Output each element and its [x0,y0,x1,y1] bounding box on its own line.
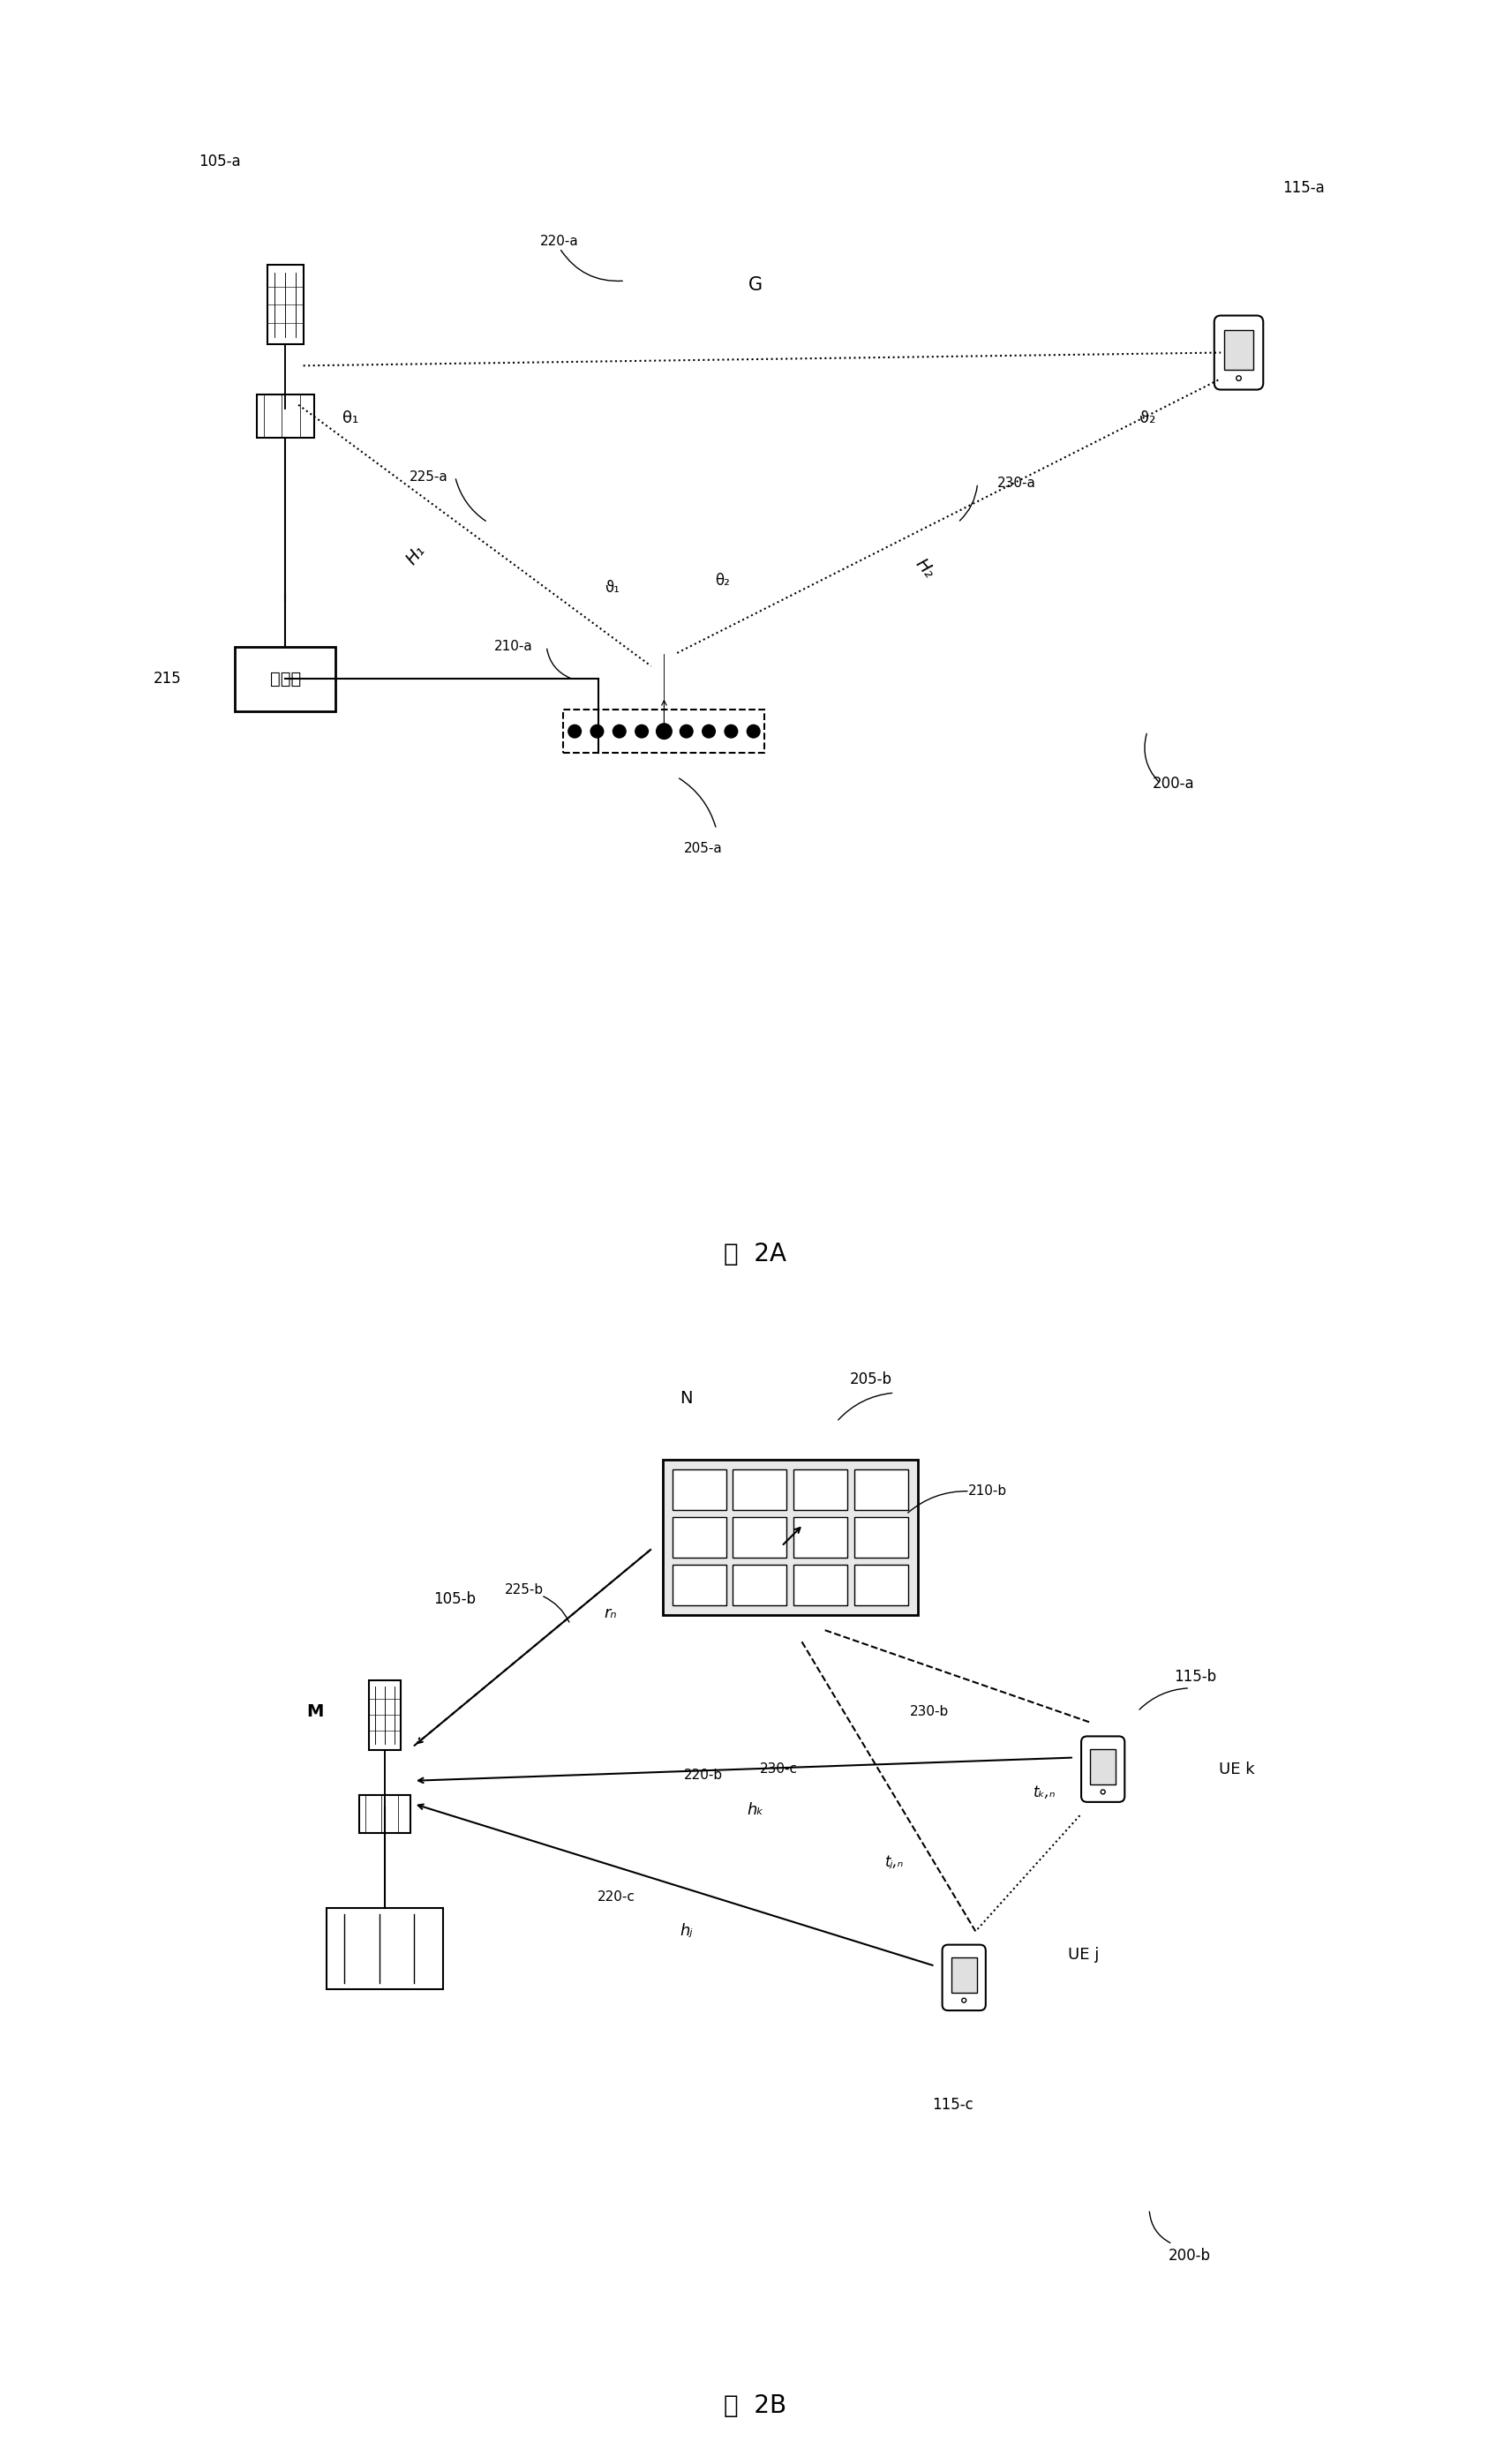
FancyBboxPatch shape [855,1518,908,1557]
FancyBboxPatch shape [672,1518,725,1557]
FancyBboxPatch shape [733,1518,787,1557]
Text: 控制器: 控制器 [270,670,301,687]
Circle shape [591,724,603,737]
Text: 210-b: 210-b [967,1486,1006,1498]
Text: ϑ₂: ϑ₂ [1139,409,1156,426]
FancyBboxPatch shape [672,1469,725,1510]
FancyBboxPatch shape [943,1944,985,2011]
FancyBboxPatch shape [1091,1749,1115,1784]
FancyBboxPatch shape [564,710,765,754]
FancyBboxPatch shape [326,1907,443,1988]
FancyBboxPatch shape [236,646,335,712]
FancyBboxPatch shape [793,1565,848,1607]
FancyBboxPatch shape [855,1469,908,1510]
Text: 230-a: 230-a [997,476,1037,490]
Text: 220-c: 220-c [597,1890,636,1902]
FancyBboxPatch shape [360,1794,411,1833]
Text: tⱼ,ₙ: tⱼ,ₙ [885,1853,904,1870]
FancyBboxPatch shape [733,1565,787,1607]
FancyBboxPatch shape [793,1469,848,1510]
Circle shape [613,724,626,737]
FancyBboxPatch shape [257,394,314,439]
Text: ϑ₁: ϑ₁ [604,579,620,596]
Text: UE k: UE k [1219,1762,1254,1777]
Circle shape [568,724,582,737]
Text: 230-b: 230-b [910,1705,949,1717]
Text: 205-a: 205-a [684,843,722,855]
Circle shape [725,724,737,737]
Text: 200-a: 200-a [1153,776,1194,791]
FancyBboxPatch shape [855,1565,908,1607]
Text: 115-b: 115-b [1174,1668,1216,1685]
Text: θ₁: θ₁ [343,409,358,426]
Text: H₁: H₁ [403,542,429,569]
Circle shape [703,724,715,737]
Text: 220-b: 220-b [684,1769,722,1781]
Circle shape [656,724,672,739]
Text: 图  2B: 图 2B [724,2393,787,2420]
FancyBboxPatch shape [1224,330,1253,370]
Text: 205-b: 205-b [851,1370,893,1387]
FancyBboxPatch shape [733,1469,787,1510]
Text: hₖ: hₖ [746,1801,765,1818]
Circle shape [680,724,694,737]
FancyBboxPatch shape [672,1565,725,1607]
FancyBboxPatch shape [369,1680,400,1749]
Text: 230-c: 230-c [760,1762,798,1777]
Text: 210-a: 210-a [494,641,533,653]
Text: 图  2A: 图 2A [724,1242,787,1266]
Text: θ₂: θ₂ [715,574,730,589]
FancyBboxPatch shape [267,266,304,345]
FancyBboxPatch shape [663,1461,917,1614]
Text: 215: 215 [154,670,181,687]
FancyBboxPatch shape [1215,315,1263,389]
Text: 200-b: 200-b [1168,2247,1210,2264]
Text: 105-a: 105-a [199,153,242,170]
Circle shape [746,724,760,737]
Text: 225-b: 225-b [505,1582,544,1597]
Text: 115-c: 115-c [932,2097,973,2114]
FancyBboxPatch shape [952,1956,976,1993]
Text: 115-a: 115-a [1283,180,1325,197]
Text: rₙ: rₙ [604,1604,616,1621]
Text: N: N [680,1390,692,1407]
Text: hⱼ: hⱼ [680,1924,692,1939]
Text: 105-b: 105-b [434,1592,476,1607]
FancyBboxPatch shape [1082,1737,1124,1801]
Text: 225-a: 225-a [409,471,449,483]
Text: M: M [307,1703,323,1720]
Text: tₖ,ₙ: tₖ,ₙ [1034,1784,1056,1801]
Text: 220-a: 220-a [541,234,579,249]
Circle shape [635,724,648,737]
Text: H₂: H₂ [913,554,938,582]
FancyBboxPatch shape [793,1518,848,1557]
Text: UE j: UE j [1068,1947,1100,1961]
Text: G: G [748,276,763,293]
